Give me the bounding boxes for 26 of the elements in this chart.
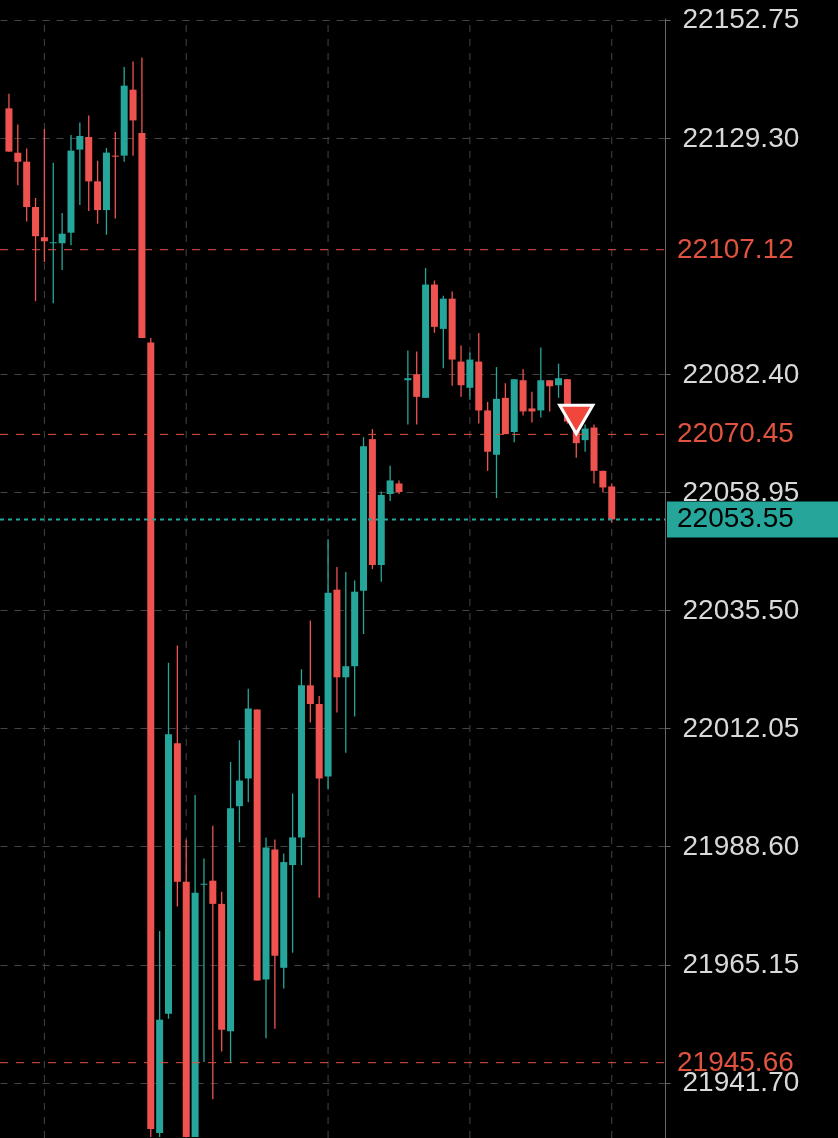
y-tick-label: 22152.75 — [682, 3, 800, 35]
candlestick — [546, 379, 554, 413]
y-tick-label: 22012.05 — [682, 711, 800, 743]
candlestick — [209, 825, 217, 1100]
candlestick — [413, 350, 421, 426]
candlestick — [581, 423, 589, 453]
candlestick — [342, 571, 350, 754]
y-tick-label: 22035.50 — [682, 593, 800, 625]
candlestick — [40, 128, 48, 263]
y-tick-label: 22082.40 — [682, 357, 800, 389]
candlestick — [111, 131, 119, 220]
candlestick — [457, 344, 465, 398]
candlestick — [386, 465, 394, 502]
candlestick — [76, 121, 84, 206]
candlestick — [14, 123, 22, 187]
y-tick-label: 22129.30 — [682, 121, 800, 153]
candlestick — [58, 212, 66, 271]
y-tick-label: 21988.60 — [682, 829, 800, 861]
candlestick — [555, 362, 563, 399]
ref-line-label: 22107.12 — [677, 232, 794, 264]
candlestick — [404, 349, 412, 426]
y-tick-label: 21965.15 — [682, 948, 800, 980]
candlestick — [306, 619, 314, 724]
candlestick — [200, 857, 208, 1063]
candlestick — [49, 162, 57, 304]
ref-line-label: 22070.45 — [677, 417, 794, 449]
